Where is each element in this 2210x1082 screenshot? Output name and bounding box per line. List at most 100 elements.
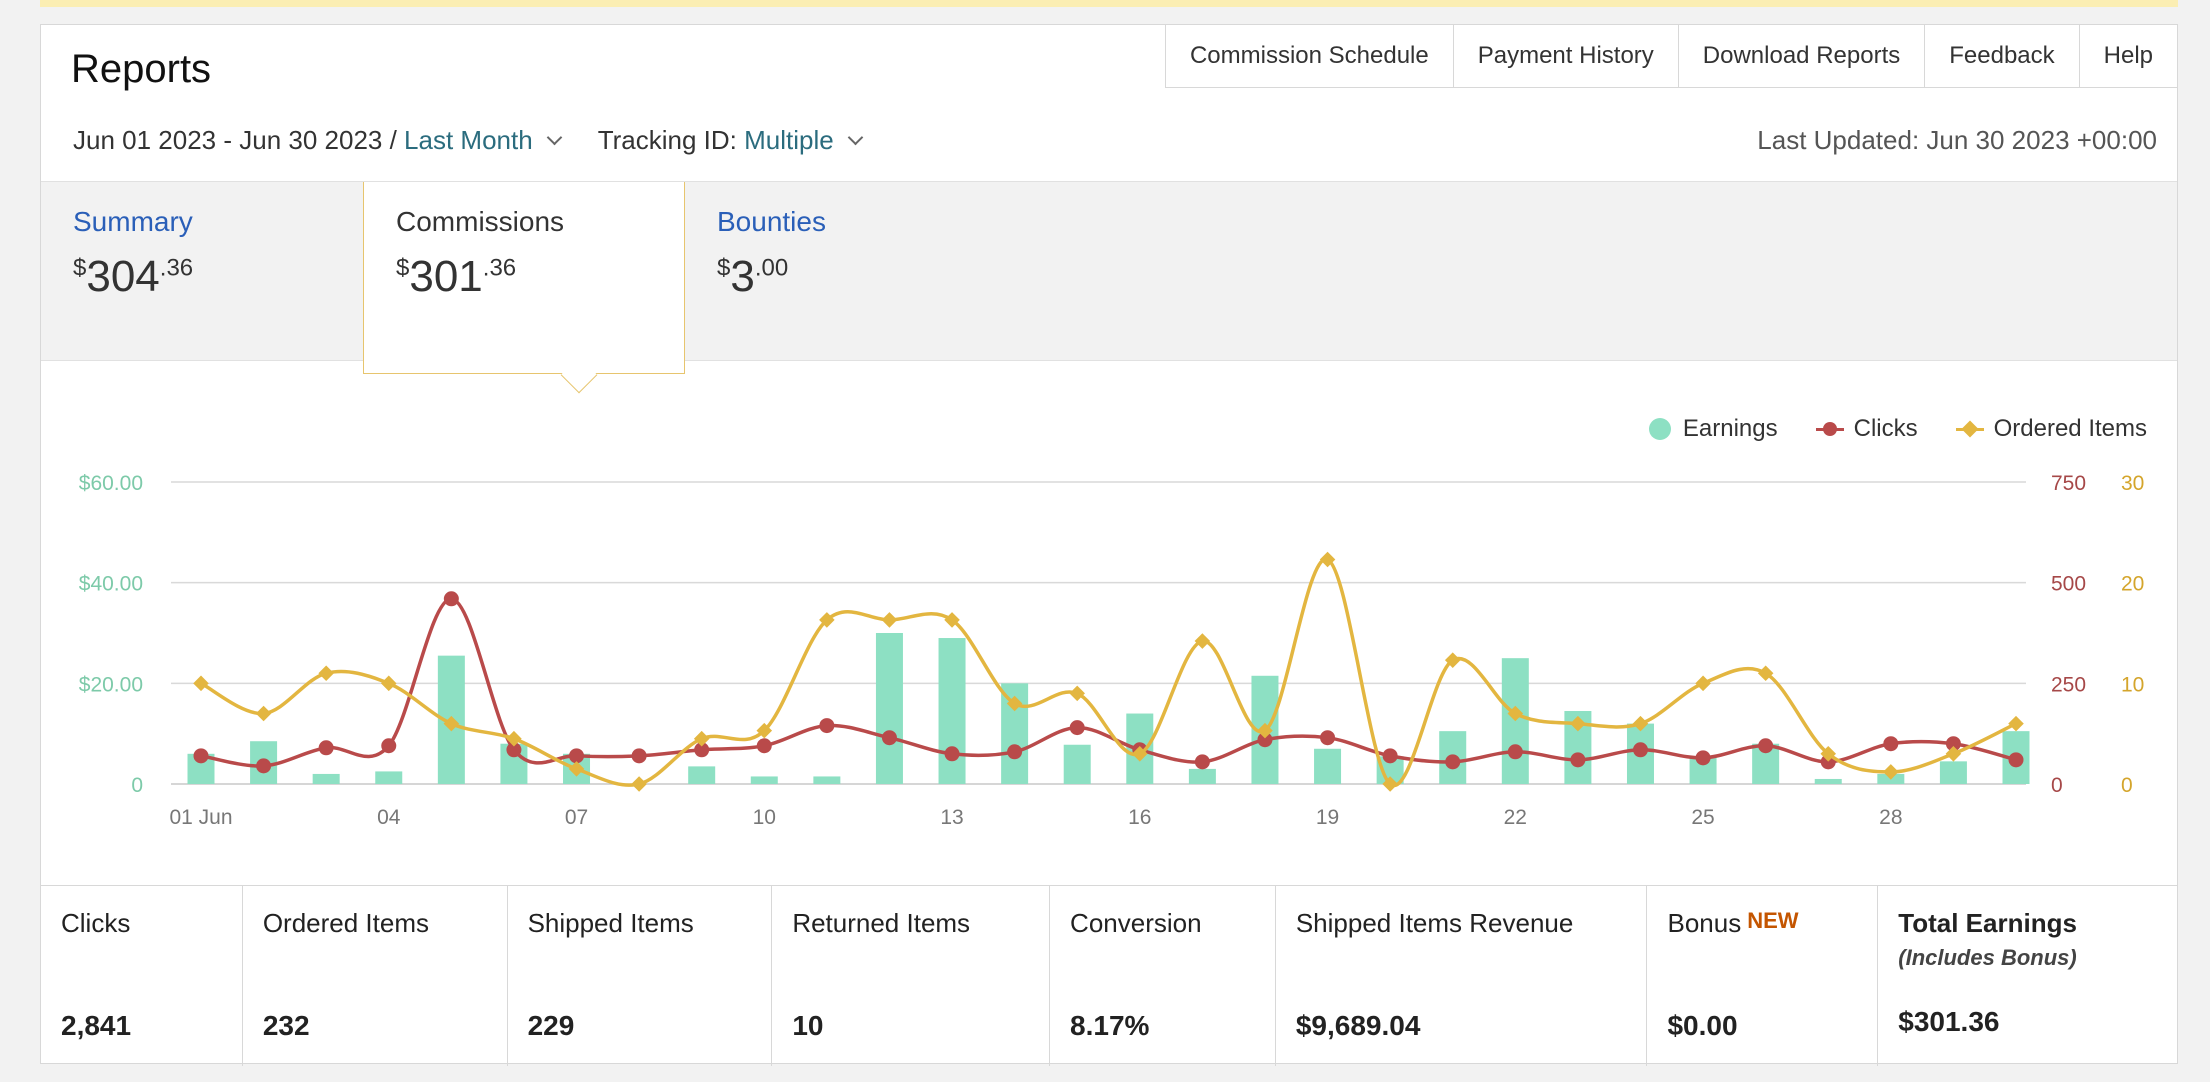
legend-earnings[interactable]: Earnings	[1648, 415, 1778, 443]
clicks-point	[1382, 748, 1398, 764]
clicks-point	[443, 591, 459, 607]
clicks-point	[256, 758, 272, 774]
bounties-amount: $3.00	[717, 252, 789, 301]
commissions-amount: $301.36	[396, 252, 517, 301]
x-tick-label: 28	[1879, 806, 1902, 829]
ordered-items-point	[1006, 695, 1023, 712]
clicks-point	[1570, 752, 1586, 768]
performance-chart: $60.00 750 30 $40.00 500 20 $20.00 250 10 0 0 0 01 J…	[79, 472, 2145, 829]
x-tick-label: 07	[565, 806, 588, 829]
legend-ordered-items[interactable]: Ordered Items	[1955, 415, 2147, 443]
legend-line	[1955, 418, 1984, 440]
stat-clicks: Clicks 2,841	[41, 886, 243, 1066]
clicks-point	[569, 748, 585, 764]
ordered-items-point	[631, 776, 647, 792]
x-tick-label: 16	[1128, 806, 1151, 829]
clicks-point	[381, 738, 397, 754]
earnings-bar	[312, 773, 340, 784]
earnings-bar	[375, 771, 403, 784]
ordered-items-point	[1319, 551, 1336, 568]
earnings-bar	[750, 776, 778, 784]
tab-bounties[interactable]: Bounties $3.00	[685, 182, 1007, 362]
ordered-items-point	[1257, 722, 1273, 739]
ordered-items-point	[1382, 776, 1398, 792]
ordered-items-point	[1194, 633, 1211, 649]
tab-summary[interactable]: Summary $304.36	[41, 182, 363, 362]
y-left-tick-label: $20.00	[79, 673, 143, 696]
y-ordered-tick-label: 20	[2121, 573, 2144, 596]
legend-line	[1815, 418, 1844, 440]
clicks-point	[1194, 754, 1210, 770]
period-dropdown[interactable]: Last Month	[404, 125, 533, 155]
ordered-items-point	[1883, 764, 1899, 780]
ordered-items-point	[2008, 715, 2024, 732]
y-ordered-tick-label: 0	[2121, 774, 2133, 797]
y-clicks-tick-label: 0	[2051, 774, 2063, 797]
stat-bonus: Bonus NEW $0.00	[1647, 886, 1879, 1066]
x-tick-label: 04	[377, 806, 401, 829]
page-title: Reports	[71, 47, 212, 91]
clicks-line	[200, 597, 2017, 768]
ordered-items-point	[1069, 685, 1085, 702]
y-left-tick-label: $40.00	[79, 573, 143, 596]
ordered-items-point	[193, 675, 209, 692]
ordered-items-point	[1570, 715, 1586, 732]
y-clicks-tick-label: 500	[2051, 573, 2086, 596]
ordered-items-point	[881, 612, 898, 628]
clicks-point	[1445, 754, 1461, 770]
ordered-items-point	[1632, 715, 1649, 732]
last-updated: Last Updated: Jun 30 2023 +00:00	[1757, 125, 2157, 155]
x-tick-label: 22	[1504, 806, 1527, 829]
earnings-bar	[813, 776, 841, 784]
ordered-items-point	[944, 612, 960, 628]
ordered-items-point	[255, 705, 272, 722]
clicks-point	[318, 740, 334, 756]
stat-total-earnings: Total Earnings (Includes Bonus) $301.36	[1898, 908, 2077, 1037]
ordered-items-line	[200, 557, 2017, 788]
summary-strip: Summary $304.36 Commissions $301.36 Boun…	[41, 181, 2177, 374]
clicks-point	[881, 730, 897, 746]
ordered-items-point	[1132, 746, 1148, 762]
x-tick-label: 13	[940, 806, 963, 829]
nav-download-reports[interactable]: Download Reports	[1679, 25, 1926, 87]
tracking-dropdown[interactable]: Multiple	[744, 125, 834, 155]
y-ordered-tick-label: 30	[2121, 472, 2144, 495]
clicks-point	[1320, 730, 1336, 746]
nav-help[interactable]: Help	[2103, 42, 2153, 69]
nav-payment-history[interactable]: Payment History	[1454, 25, 1679, 87]
tab-bounties-label[interactable]: Bounties	[717, 206, 826, 237]
clicks-point	[1507, 744, 1523, 760]
ordered-items-point	[756, 722, 773, 739]
nav-feedback[interactable]: Feedback	[1925, 25, 2080, 87]
ordered-items-point	[693, 730, 710, 747]
clicks-point	[694, 742, 710, 758]
clicks-point	[631, 748, 647, 764]
ordered-items-point	[1444, 652, 1461, 668]
y-left-tick-label: $60.00	[79, 472, 143, 495]
nav-commission-schedule[interactable]: Commission Schedule	[1166, 25, 1454, 87]
tab-summary-label[interactable]: Summary	[73, 206, 193, 237]
tab-commissions-label[interactable]: Commissions	[396, 206, 565, 237]
chart-legend: Earnings Clicks Ordered Items	[1611, 415, 2147, 443]
clicks-point	[756, 738, 772, 754]
ordered-items-point	[318, 665, 334, 682]
legend-clicks[interactable]: Clicks	[1815, 415, 1918, 443]
summary-amount: $304.36	[73, 252, 194, 301]
clicks-point	[506, 742, 522, 758]
y-clicks-tick-label: 750	[2051, 472, 2086, 495]
tab-commissions[interactable]: Commissions $301.36	[363, 182, 685, 374]
clicks-point	[1695, 750, 1711, 766]
y-left-tick-label: 0	[131, 774, 143, 797]
ordered-items-point	[819, 612, 835, 628]
clicks-point	[1758, 738, 1774, 754]
clicks-point	[1069, 720, 1085, 736]
clicks-point	[1257, 732, 1273, 748]
clicks-point	[1632, 742, 1648, 758]
clicks-point	[1007, 744, 1023, 760]
report-nav: Commission Schedule Payment History Down…	[1164, 25, 2177, 88]
ordered-items-point	[568, 761, 585, 777]
reports-panel: Reports Commission Schedule Payment Hist…	[40, 24, 2178, 1066]
ordered-items-point	[1945, 746, 1962, 762]
stat-shipped-items: Shipped Items 229	[508, 886, 773, 1066]
stat-shipped-revenue: Shipped Items Revenue $9,689.04	[1276, 886, 1648, 1066]
